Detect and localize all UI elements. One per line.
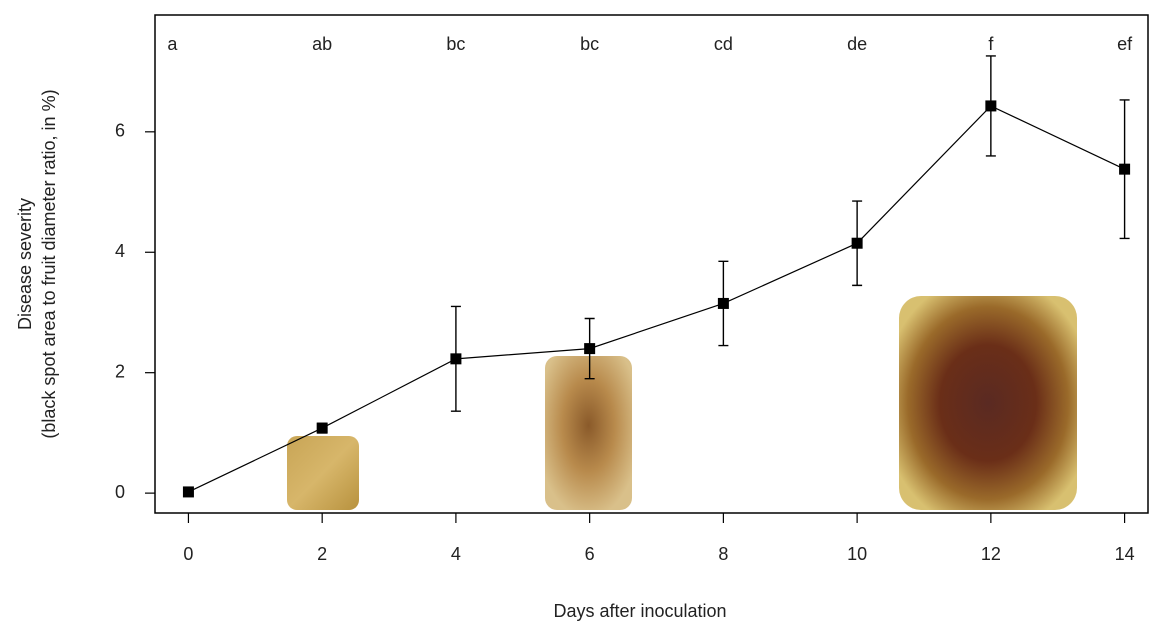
group-letter: a — [167, 34, 178, 54]
fruit-photo — [545, 356, 632, 510]
data-point — [316, 422, 328, 434]
data-point — [717, 297, 729, 309]
plot-frame — [154, 14, 1149, 514]
x-tick-label: 10 — [847, 544, 867, 564]
x-axis-title: Days after inoculation — [553, 601, 726, 621]
group-letter: bc — [446, 34, 465, 54]
y-tick-label: 6 — [115, 121, 125, 141]
group-letter: ab — [312, 34, 332, 54]
x-tick-label: 4 — [451, 544, 461, 564]
data-point — [584, 343, 596, 355]
group-letter: ef — [1117, 34, 1133, 54]
y-axis-title: (black spot area to fruit diameter ratio… — [39, 89, 59, 438]
data-point — [851, 237, 863, 249]
fruit-photo — [287, 436, 359, 510]
group-letter: bc — [580, 34, 599, 54]
group-letter: de — [847, 34, 867, 54]
x-tick-label: 12 — [981, 544, 1001, 564]
data-point — [985, 100, 997, 112]
data-point — [450, 353, 462, 365]
x-tick-label: 2 — [317, 544, 327, 564]
y-tick-label: 2 — [115, 361, 125, 381]
x-tick-label: 6 — [585, 544, 595, 564]
x-tick-label: 0 — [183, 544, 193, 564]
data-point — [1119, 163, 1131, 175]
x-tick-label: 8 — [718, 544, 728, 564]
y-tick-label: 0 — [115, 482, 125, 502]
group-letter: cd — [714, 34, 733, 54]
x-tick-label: 14 — [1115, 544, 1135, 564]
fruit-photo — [899, 296, 1077, 510]
data-point — [182, 486, 194, 498]
series-line — [188, 105, 1125, 493]
group-letter: f — [988, 34, 994, 54]
y-tick-label: 4 — [115, 241, 125, 261]
y-axis-title: Disease severity — [15, 198, 35, 330]
